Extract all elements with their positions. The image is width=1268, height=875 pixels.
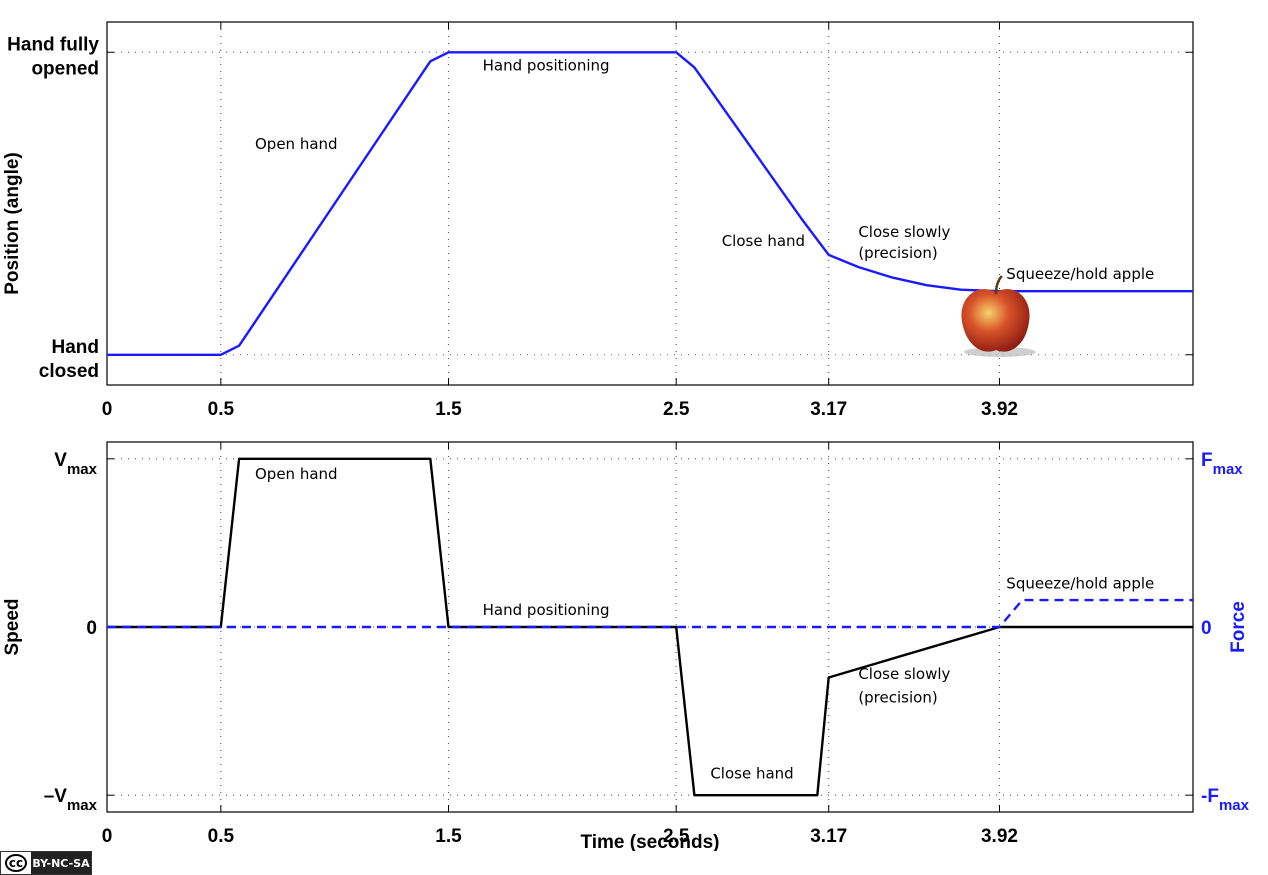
x-tick-label: 0.5 <box>208 399 235 420</box>
y-tick-label: closed <box>39 361 99 382</box>
y-tick-label: Hand <box>52 337 100 358</box>
annotation-label: Open hand <box>255 135 338 153</box>
apple-illustration <box>961 275 1036 357</box>
annotation-label: Hand positioning <box>483 56 610 74</box>
y2-tick-label: Fmax <box>1201 450 1243 478</box>
x-tick-label: 3.92 <box>981 399 1018 420</box>
annotation-label: Close slowly <box>858 223 950 241</box>
x-axis-title: Time (seconds) <box>580 832 719 851</box>
annotation-label: Close hand <box>710 764 793 782</box>
annotation-label: Squeeze/hold apple <box>1006 574 1154 592</box>
annotation-label: Hand positioning <box>483 601 610 619</box>
y-tick-label: 0 <box>86 618 97 639</box>
x-tick-label: 1.5 <box>435 399 462 420</box>
annotation-label: Squeeze/hold apple <box>1006 265 1154 283</box>
y2-axis-title: Force <box>1228 601 1249 653</box>
annotation-label: (precision) <box>858 244 937 262</box>
x-tick-label: 0.5 <box>208 826 235 847</box>
apple-stem <box>994 275 1003 295</box>
creative-commons-icon: cc <box>1 852 31 874</box>
x-tick-label: 2.5 <box>663 399 690 420</box>
y2-tick-label: -Fmax <box>1201 786 1250 814</box>
y-axis-title: Speed <box>2 598 23 655</box>
annotation-label: (precision) <box>858 689 937 707</box>
force-series-line <box>107 598 1193 629</box>
y2-tick-label: 0 <box>1201 618 1212 639</box>
y-tick-label: –Vmax <box>44 786 98 814</box>
position-series-line <box>107 51 1193 356</box>
y-tick-label: opened <box>31 58 99 79</box>
x-tick-label: 1.5 <box>435 826 462 847</box>
y-tick-label: Vmax <box>54 450 97 478</box>
y-tick-label: Hand fully <box>7 34 99 55</box>
speed-force-chart: 0 0.5 1.5 2.5 3.17 3.92 Open hand Hand position… <box>2 441 1250 851</box>
x-tick-label: 3.92 <box>981 826 1018 847</box>
position-chart: 0 0.5 1.5 2.5 3.17 3.92 Open hand Hand position… <box>2 21 1194 420</box>
chart-area: 0 0.5 1.5 2.5 3.17 3.92 Open hand Hand position… <box>2 21 1250 851</box>
x-tick-label: 3.17 <box>810 399 847 420</box>
y-axis-title: Position (angle) <box>2 152 23 295</box>
license-badge: cc BY-NC-SA <box>0 851 92 875</box>
annotation-label: Open hand <box>255 465 338 483</box>
apple-body <box>961 289 1030 352</box>
x-tick-label: 0 <box>102 826 113 847</box>
x-tick-label: 3.17 <box>810 826 847 847</box>
x-tick-label: 0 <box>102 399 113 420</box>
annotation-label: Close hand <box>722 232 805 250</box>
annotation-label: Close slowly <box>858 665 950 683</box>
speed-series-line <box>107 457 1193 797</box>
license-text: BY-NC-SA <box>31 852 91 874</box>
x-tick-label: 2.5 <box>663 826 690 847</box>
plot-frame <box>106 21 1194 386</box>
